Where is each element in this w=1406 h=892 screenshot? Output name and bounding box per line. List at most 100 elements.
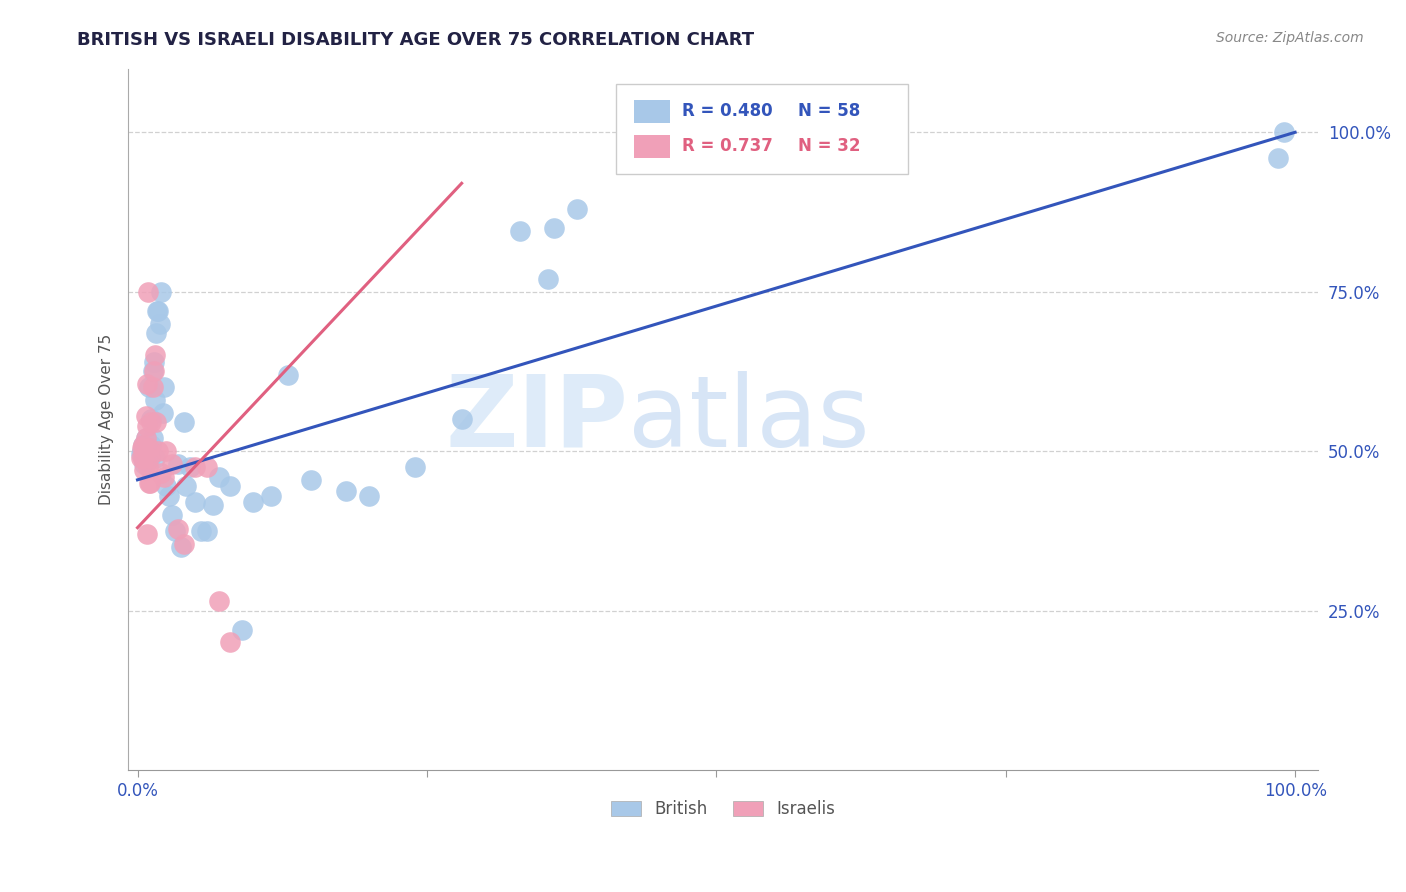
Point	[153, 469, 176, 483]
Point	[143, 349, 166, 363]
Point	[173, 536, 195, 550]
Point	[145, 416, 167, 430]
Point	[134, 463, 156, 477]
Point	[357, 489, 380, 503]
Point	[136, 460, 159, 475]
Point	[184, 460, 207, 475]
Point	[155, 479, 177, 493]
Point	[142, 364, 165, 378]
Point	[142, 355, 165, 369]
Point	[567, 202, 589, 216]
Point	[173, 416, 195, 430]
Point	[141, 416, 163, 430]
Point	[135, 418, 157, 433]
Point	[195, 524, 218, 538]
Point	[136, 285, 159, 299]
Point	[136, 438, 159, 452]
Point	[143, 450, 166, 465]
Point	[509, 224, 531, 238]
Point	[135, 431, 157, 445]
Point	[149, 285, 172, 299]
FancyBboxPatch shape	[634, 136, 669, 158]
Point	[543, 221, 565, 235]
Point	[231, 623, 253, 637]
Point	[242, 495, 264, 509]
Point	[170, 540, 193, 554]
FancyBboxPatch shape	[616, 84, 908, 174]
Point	[135, 444, 157, 458]
Point	[146, 303, 169, 318]
Point	[162, 457, 184, 471]
Point	[1267, 151, 1289, 165]
Point	[149, 467, 172, 481]
Point	[335, 483, 357, 498]
Point	[132, 450, 155, 465]
FancyBboxPatch shape	[634, 100, 669, 122]
Text: N = 32: N = 32	[799, 137, 860, 155]
Point	[132, 450, 155, 465]
Point	[131, 441, 153, 455]
Point	[129, 450, 152, 465]
Text: Source: ZipAtlas.com: Source: ZipAtlas.com	[1216, 31, 1364, 45]
Point	[139, 450, 162, 465]
Point	[157, 489, 180, 503]
Point	[138, 476, 160, 491]
Point	[155, 444, 177, 458]
Text: R = 0.480: R = 0.480	[682, 103, 772, 120]
Point	[450, 412, 472, 426]
Point	[135, 377, 157, 392]
Point	[143, 393, 166, 408]
Y-axis label: Disability Age Over 75: Disability Age Over 75	[100, 334, 114, 505]
Point	[135, 431, 157, 445]
Point	[132, 438, 155, 452]
Point	[201, 499, 224, 513]
Point	[139, 476, 162, 491]
Point	[148, 444, 170, 458]
Point	[219, 635, 242, 649]
Point	[145, 326, 167, 341]
Point	[162, 508, 184, 522]
Legend: British, Israelis: British, Israelis	[605, 794, 842, 825]
Point	[132, 438, 155, 452]
Point	[141, 412, 163, 426]
Point	[141, 438, 163, 452]
Point	[142, 431, 165, 445]
Point	[1272, 125, 1295, 139]
Point	[138, 441, 160, 455]
Point	[148, 303, 170, 318]
Point	[135, 409, 157, 423]
Point	[219, 479, 242, 493]
Text: N = 58: N = 58	[799, 103, 860, 120]
Point	[135, 453, 157, 467]
Point	[195, 460, 218, 475]
Point	[299, 473, 322, 487]
Point	[179, 460, 201, 475]
Point	[277, 368, 299, 382]
Point	[207, 594, 229, 608]
Point	[138, 441, 160, 455]
Point	[135, 527, 157, 541]
Point	[167, 522, 190, 536]
Text: ZIP: ZIP	[446, 371, 628, 467]
Point	[131, 444, 153, 458]
Text: BRITISH VS ISRAELI DISABILITY AGE OVER 75 CORRELATION CHART: BRITISH VS ISRAELI DISABILITY AGE OVER 7…	[77, 31, 755, 49]
Point	[152, 406, 174, 420]
Point	[259, 489, 281, 503]
Point	[138, 447, 160, 461]
Point	[404, 460, 426, 475]
Point	[537, 272, 560, 286]
Point	[184, 495, 207, 509]
Point	[142, 364, 165, 378]
Point	[163, 524, 186, 538]
Point	[135, 441, 157, 455]
Point	[174, 479, 197, 493]
Point	[148, 317, 170, 331]
Text: R = 0.737: R = 0.737	[682, 137, 772, 155]
Text: atlas: atlas	[628, 371, 870, 467]
Point	[138, 450, 160, 465]
Point	[129, 447, 152, 461]
Point	[138, 380, 160, 394]
Point	[190, 524, 212, 538]
Point	[167, 457, 190, 471]
Point	[142, 380, 165, 394]
